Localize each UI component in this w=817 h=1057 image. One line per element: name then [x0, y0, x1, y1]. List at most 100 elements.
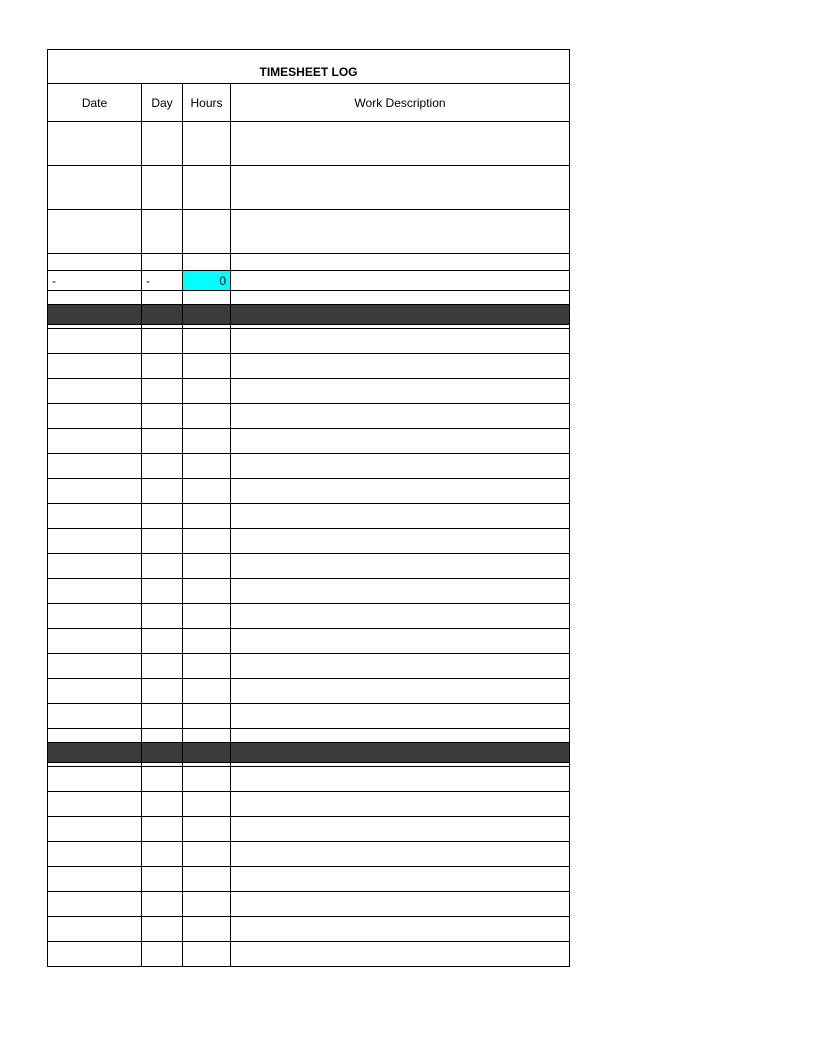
cell-day[interactable] [142, 379, 183, 404]
cell-desc[interactable] [231, 792, 570, 817]
cell-hours[interactable] [183, 792, 231, 817]
cell-date[interactable] [48, 429, 142, 454]
cell-day[interactable] [142, 867, 183, 892]
cell-hours[interactable] [183, 354, 231, 379]
cell-day[interactable] [142, 166, 183, 210]
cell-hours[interactable] [183, 704, 231, 729]
cell-hours[interactable] [183, 529, 231, 554]
cell-desc[interactable] [231, 166, 570, 210]
cell-date[interactable] [48, 892, 142, 917]
cell-desc[interactable] [231, 654, 570, 679]
cell-day[interactable] [142, 629, 183, 654]
cell-day[interactable] [142, 604, 183, 629]
cell-date[interactable] [48, 554, 142, 579]
cell-date[interactable] [48, 604, 142, 629]
cell-hours[interactable] [183, 210, 231, 254]
cell-hours[interactable] [183, 579, 231, 604]
cell-hours[interactable] [183, 554, 231, 579]
cell-date[interactable] [48, 329, 142, 354]
cell-desc[interactable] [231, 404, 570, 429]
cell-day[interactable] [142, 942, 183, 967]
cell-desc[interactable] [231, 767, 570, 792]
cell-day[interactable] [142, 504, 183, 529]
cell-hours[interactable] [183, 479, 231, 504]
cell-day[interactable] [142, 654, 183, 679]
cell-date[interactable] [48, 629, 142, 654]
cell-desc[interactable] [231, 354, 570, 379]
cell-desc[interactable] [231, 329, 570, 354]
cell-day[interactable] [142, 767, 183, 792]
cell-date[interactable] [48, 579, 142, 604]
cell-hours[interactable] [183, 454, 231, 479]
cell-day[interactable] [142, 254, 183, 271]
cell-day[interactable] [142, 529, 183, 554]
cell-hours[interactable] [183, 629, 231, 654]
cell-desc[interactable] [231, 917, 570, 942]
cell-desc[interactable] [231, 604, 570, 629]
cell-day[interactable] [142, 329, 183, 354]
cell-date[interactable] [48, 767, 142, 792]
cell-desc[interactable] [231, 704, 570, 729]
cell-date[interactable] [48, 679, 142, 704]
cell-desc[interactable] [231, 817, 570, 842]
cell-desc[interactable] [231, 122, 570, 166]
cell-date[interactable] [48, 867, 142, 892]
cell-date[interactable] [48, 792, 142, 817]
cell-desc[interactable] [231, 679, 570, 704]
cell-hours[interactable] [183, 166, 231, 210]
cell-desc[interactable] [231, 479, 570, 504]
cell-date[interactable] [48, 166, 142, 210]
cell-hours[interactable] [183, 942, 231, 967]
cell-hours[interactable] [183, 429, 231, 454]
cell-day[interactable] [142, 579, 183, 604]
cell-day[interactable] [142, 817, 183, 842]
cell-date[interactable] [48, 842, 142, 867]
cell-desc[interactable] [231, 504, 570, 529]
cell-hours[interactable] [183, 892, 231, 917]
cell-date[interactable] [48, 529, 142, 554]
cell-date[interactable] [48, 704, 142, 729]
cell-day[interactable] [142, 679, 183, 704]
cell-desc[interactable] [231, 529, 570, 554]
cell-desc[interactable] [231, 842, 570, 867]
cell-day[interactable] [142, 554, 183, 579]
cell-date[interactable] [48, 404, 142, 429]
cell-hours[interactable] [183, 122, 231, 166]
cell-date[interactable] [48, 122, 142, 166]
cell-day[interactable] [142, 354, 183, 379]
cell-desc[interactable] [231, 892, 570, 917]
cell-day[interactable] [142, 404, 183, 429]
cell-date[interactable] [48, 210, 142, 254]
cell-day[interactable] [142, 454, 183, 479]
cell-date[interactable] [48, 917, 142, 942]
cell-hours[interactable] [183, 504, 231, 529]
cell-date[interactable] [48, 354, 142, 379]
cell-date[interactable] [48, 654, 142, 679]
cell-date[interactable] [48, 504, 142, 529]
cell-hours[interactable] [183, 604, 231, 629]
cell-hours[interactable] [183, 329, 231, 354]
cell-hours[interactable] [183, 817, 231, 842]
cell-date[interactable] [48, 379, 142, 404]
cell-hours[interactable] [183, 679, 231, 704]
cell-date[interactable] [48, 942, 142, 967]
cell-date[interactable] [48, 817, 142, 842]
cell-desc[interactable] [231, 942, 570, 967]
cell-hours[interactable] [183, 842, 231, 867]
cell-day[interactable] [142, 429, 183, 454]
cell-desc[interactable] [231, 554, 570, 579]
cell-day[interactable] [142, 917, 183, 942]
cell-day[interactable] [142, 479, 183, 504]
cell-day[interactable] [142, 122, 183, 166]
cell-date[interactable] [48, 479, 142, 504]
cell-hours[interactable] [183, 379, 231, 404]
cell-day[interactable] [142, 842, 183, 867]
cell-day[interactable] [142, 210, 183, 254]
cell-desc[interactable] [231, 210, 570, 254]
cell-desc[interactable] [231, 579, 570, 604]
cell-hours[interactable] [183, 867, 231, 892]
cell-hours[interactable] [183, 917, 231, 942]
cell-desc[interactable] [231, 867, 570, 892]
cell-desc[interactable] [231, 429, 570, 454]
cell-date[interactable] [48, 254, 142, 271]
